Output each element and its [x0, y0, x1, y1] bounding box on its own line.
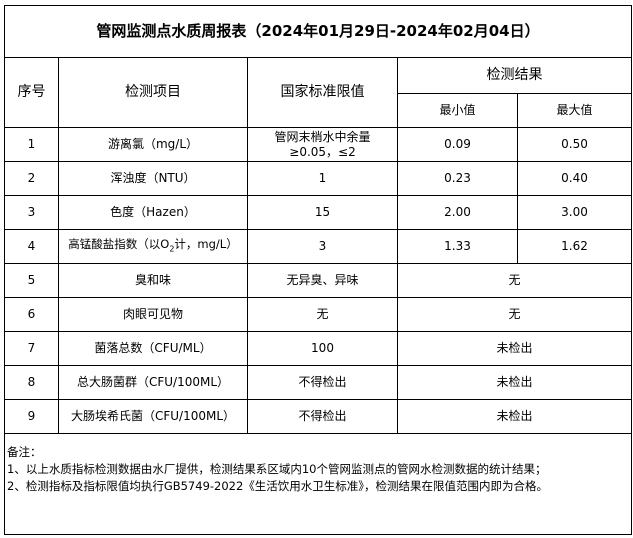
report-title: 管网监测点水质周报表（2024年01月29日-2024年02月04日）	[3, 5, 633, 58]
result-cell: 未检出	[396, 365, 633, 400]
seq-cell: 4	[4, 229, 59, 264]
table-row: 7 菌落总数（CFU/ML） 100 未检出	[4, 331, 633, 366]
table-row: 8 总大肠菌群（CFU/100ML） 不得检出 未检出	[4, 365, 633, 400]
result-cell: 未检出	[396, 399, 633, 434]
seq-cell: 3	[4, 195, 59, 230]
water-quality-report-table: 管网监测点水质周报表（2024年01月29日-2024年02月04日） 序号 检…	[3, 5, 633, 535]
min-cell: 2.00	[397, 195, 518, 230]
table-row: 1 游离氯（mg/L） 管网末梢水中余量≥0.05，≤2 0.09 0.50	[4, 127, 633, 162]
max-cell: 0.50	[516, 127, 633, 162]
result-cell: 无	[396, 297, 633, 332]
max-cell: 1.62	[516, 229, 633, 264]
seq-cell: 8	[4, 365, 59, 400]
item-cell: 总大肠菌群（CFU/100ML）	[58, 365, 248, 400]
standard-cell: 不得检出	[247, 399, 398, 434]
table-row: 5 臭和味 无异臭、异味 无	[4, 263, 633, 298]
result-cell: 无	[396, 263, 633, 298]
item-cell: 肉眼可见物	[58, 297, 248, 332]
header-max: 最大值	[516, 93, 633, 128]
table-row: 3 色度（Hazen） 15 2.00 3.00	[4, 195, 633, 230]
item-text: 高锰酸盐指数（以O	[68, 236, 170, 251]
header-min: 最小值	[397, 93, 518, 128]
item-cell: 大肠埃希氏菌（CFU/100ML）	[58, 399, 248, 434]
item-cell: 臭和味	[58, 263, 248, 298]
header-seq: 序号	[4, 57, 59, 128]
seq-cell: 9	[4, 399, 59, 434]
result-cell: 未检出	[396, 331, 633, 366]
standard-cell: 无异臭、异味	[247, 263, 398, 298]
min-cell: 0.09	[397, 127, 518, 162]
standard-cell: 3	[247, 229, 398, 264]
note-line: 1、以上水质指标检测数据由水厂提供，检测结果系区域内10个管网监测点的管网水检测…	[7, 462, 547, 476]
min-cell: 0.23	[397, 161, 518, 196]
notes-label: 备注：	[7, 445, 42, 459]
table-row: 2 浑浊度（NTU） 1 0.23 0.40	[4, 161, 633, 196]
max-cell: 3.00	[516, 195, 633, 230]
table-row: 4 高锰酸盐指数（以O2计，mg/L） 3 1.33 1.62	[4, 229, 633, 264]
standard-cell: 1	[247, 161, 398, 196]
item-subscript: 2	[169, 244, 175, 254]
note-line: 2、检测指标及指标限值均执行GB5749-2022《生活饮用水卫生标准》，检测结…	[7, 479, 549, 493]
header-standard: 国家标准限值	[247, 57, 398, 128]
item-cell: 高锰酸盐指数（以O2计，mg/L）	[58, 229, 248, 264]
table-row: 9 大肠埃希氏菌（CFU/100ML） 不得检出 未检出	[4, 399, 633, 434]
header-result: 检测结果	[396, 57, 633, 94]
item-cell: 浑浊度（NTU）	[58, 161, 248, 196]
seq-cell: 2	[4, 161, 59, 196]
max-cell: 0.40	[516, 161, 633, 196]
standard-cell: 不得检出	[247, 365, 398, 400]
seq-cell: 5	[4, 263, 59, 298]
min-cell: 1.33	[397, 229, 518, 264]
table-row: 6 肉眼可见物 无 无	[4, 297, 633, 332]
item-cell: 色度（Hazen）	[58, 195, 248, 230]
seq-cell: 6	[4, 297, 59, 332]
standard-cell: 15	[247, 195, 398, 230]
standard-cell: 管网末梢水中余量≥0.05，≤2	[247, 127, 398, 162]
item-cell: 游离氯（mg/L）	[58, 127, 248, 162]
standard-cell: 无	[247, 297, 398, 332]
standard-cell: 100	[247, 331, 398, 366]
item-text: 计，mg/L）	[174, 236, 238, 251]
item-cell: 菌落总数（CFU/ML）	[58, 331, 248, 366]
header-item: 检测项目	[58, 57, 248, 128]
seq-cell: 1	[4, 127, 59, 162]
seq-cell: 7	[4, 331, 59, 366]
notes-section: 备注： 1、以上水质指标检测数据由水厂提供，检测结果系区域内10个管网监测点的管…	[3, 433, 633, 535]
